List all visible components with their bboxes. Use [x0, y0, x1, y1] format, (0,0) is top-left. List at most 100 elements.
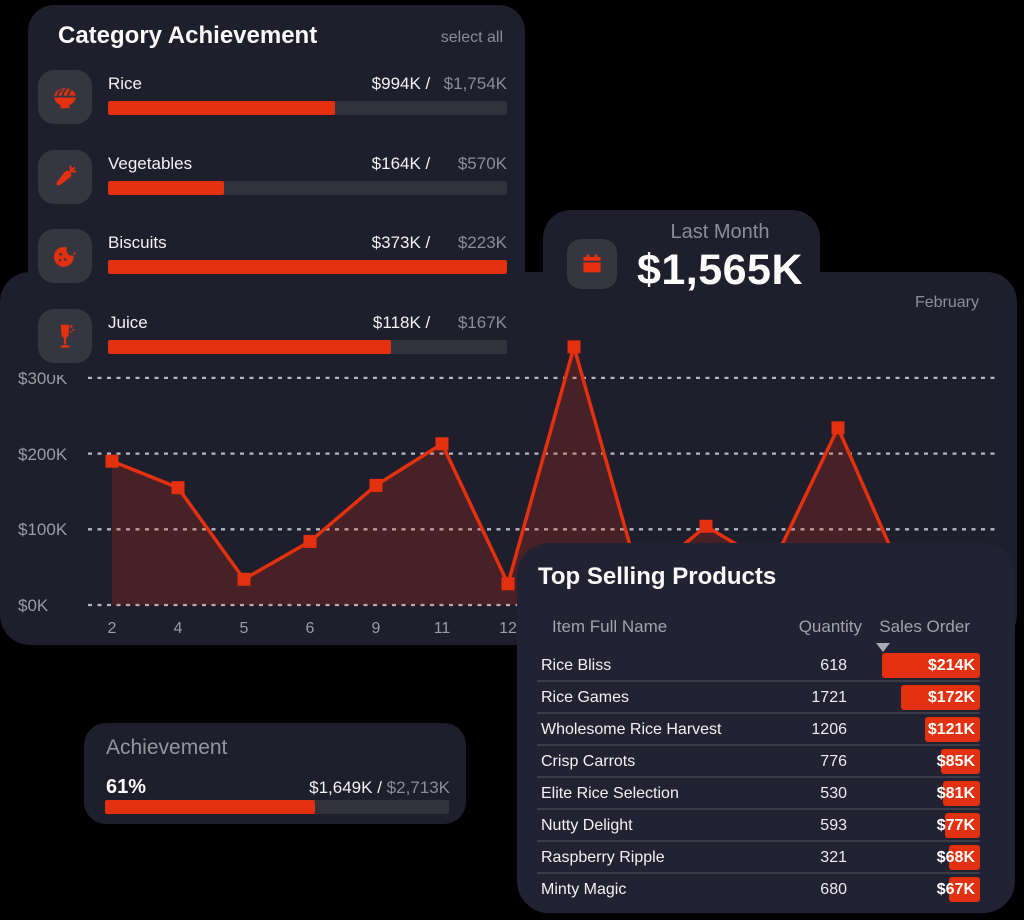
col-sales-order[interactable]: Sales Order	[879, 617, 970, 636]
sales-value-label: $77K	[936, 817, 975, 834]
panel-title: Achievement	[106, 736, 228, 759]
data-point-marker[interactable]	[303, 534, 317, 548]
sales-order-cell: $172K	[875, 685, 980, 710]
sales-value-bar	[882, 653, 980, 678]
y-tick-label: $200K	[18, 444, 68, 464]
category-row[interactable]: Vegetables $164K / $570K	[38, 149, 507, 220]
category-current: $118K /	[372, 312, 435, 332]
data-point-marker[interactable]	[831, 421, 845, 435]
category-target: $223K	[457, 233, 507, 252]
item-name-cell: Minty Magic	[541, 880, 627, 898]
top-selling-products-panel: Top Selling Products Item Full Name Quan…	[517, 543, 1015, 913]
item-name-cell: Crisp Carrots	[541, 752, 636, 770]
sales-value-label: $121K	[927, 721, 975, 738]
category-current: $373K /	[371, 233, 435, 252]
category-name: Rice	[108, 74, 143, 93]
achievement-panel: Achievement 61% $1,649K / $2,713K	[84, 723, 466, 824]
sales-value-bar	[949, 845, 980, 870]
category-content: Rice $994K / $1,754K	[108, 74, 507, 115]
sales-value-label: $67K	[936, 881, 975, 898]
data-point-marker[interactable]	[237, 572, 251, 586]
x-tick-label: 6	[305, 620, 315, 637]
col-item-name: Item Full Name	[552, 617, 668, 636]
panel-title: Top Selling Products	[538, 563, 777, 590]
sales-value-label: $172K	[927, 689, 975, 706]
select-all-link[interactable]: select all	[440, 29, 503, 46]
cookie-icon	[38, 229, 92, 283]
y-tick-label: $100K	[18, 520, 68, 540]
quantity-cell: 618	[820, 656, 847, 674]
quantity-cell: 776	[820, 752, 847, 770]
table-row[interactable]: Minty Magic 680 $67K	[537, 872, 980, 905]
sales-value-bar	[901, 685, 980, 710]
last-month-label: Last Month	[670, 221, 770, 243]
item-name-cell: Raspberry Ripple	[541, 848, 665, 866]
table-row[interactable]: Nutty Delight 593 $77K	[537, 808, 980, 841]
sales-order-cell: $68K	[875, 845, 980, 870]
sales-order-cell: $67K	[875, 877, 980, 902]
category-progress-track	[108, 260, 507, 274]
sales-value-bar	[943, 781, 980, 806]
table-row[interactable]: Rice Games 1721 $172K	[537, 680, 980, 713]
sales-value-label: $68K	[936, 849, 975, 866]
category-values: $164K / $570K	[372, 154, 507, 174]
sales-value-label: $81K	[936, 785, 975, 802]
x-tick-label: 9	[371, 620, 381, 637]
category-row[interactable]: Juice $118K / $167K	[38, 308, 507, 379]
category-current: $994K /	[371, 74, 435, 93]
item-name-cell: Rice Bliss	[541, 656, 612, 674]
item-name-cell: Rice Games	[541, 688, 630, 706]
sales-value-bar	[945, 813, 980, 838]
item-name-cell: Wholesome Rice Harvest	[541, 720, 722, 738]
table-body: Rice Bliss 618 $214K Rice Games 1721 $172K Who…	[537, 650, 980, 905]
sales-order-cell: $77K	[875, 813, 980, 838]
table-row[interactable]: Rice Bliss 618 $214K	[537, 650, 980, 681]
quantity-cell: 321	[820, 848, 847, 866]
category-progress-fill	[108, 260, 507, 274]
data-point-marker[interactable]	[435, 437, 449, 451]
category-progress-track	[108, 339, 507, 354]
category-row[interactable]: Rice $994K / $1,754K	[38, 70, 507, 140]
table-row[interactable]: Elite Rice Selection 530 $81K	[537, 776, 980, 809]
data-point-marker[interactable]	[567, 340, 581, 354]
last-month-text: Last Month $1,565K	[627, 210, 813, 295]
quantity-cell: 680	[820, 880, 847, 898]
rice-bowl-icon	[38, 70, 92, 124]
panel-title: Category Achievement	[58, 22, 318, 49]
data-point-marker[interactable]	[369, 478, 383, 492]
category-progress-fill	[108, 180, 224, 195]
table-row[interactable]: Crisp Carrots 776 $85K	[537, 744, 980, 777]
table-row[interactable]: Wholesome Rice Harvest 1206 $121K	[537, 712, 980, 745]
quantity-cell: 1721	[811, 688, 847, 706]
table-header: Item Full Name Quantity Sales Order	[517, 617, 1015, 641]
achievement-percent: 61%	[106, 776, 147, 798]
item-name-cell: Nutty Delight	[541, 816, 633, 834]
y-tick-label: $0K	[18, 596, 49, 615]
category-content: Vegetables $164K / $570K	[108, 154, 507, 195]
category-row[interactable]: Biscuits $373K / $223K	[38, 229, 507, 299]
category-target: $570K	[457, 153, 507, 173]
category-target: $1,754K	[443, 74, 507, 93]
data-point-marker[interactable]	[171, 481, 185, 495]
data-point-marker[interactable]	[105, 454, 119, 468]
calendar-icon	[567, 239, 617, 289]
x-tick-label: 5	[239, 620, 249, 637]
category-progress-fill	[108, 101, 336, 115]
sort-desc-icon[interactable]	[876, 643, 890, 652]
sales-value-bar	[941, 749, 980, 774]
category-values: $373K / $223K	[372, 233, 507, 253]
category-values: $118K / $167K	[373, 313, 507, 333]
achievement-progress-fill	[105, 800, 315, 814]
sales-order-cell: $214K	[875, 653, 980, 678]
last-month-card: Last Month $1,565K	[543, 210, 820, 330]
data-point-marker[interactable]	[699, 519, 713, 533]
table-row[interactable]: Raspberry Ripple 321 $68K	[537, 840, 980, 873]
sales-value-label: $214K	[927, 657, 975, 674]
achievement-current: $1,649K /	[309, 778, 382, 797]
data-point-marker[interactable]	[501, 577, 515, 591]
category-current: $164K /	[371, 153, 435, 173]
achievement-target: $2,713K	[386, 778, 450, 797]
x-tick-label: 4	[173, 620, 183, 637]
sales-order-cell: $121K	[875, 717, 980, 742]
